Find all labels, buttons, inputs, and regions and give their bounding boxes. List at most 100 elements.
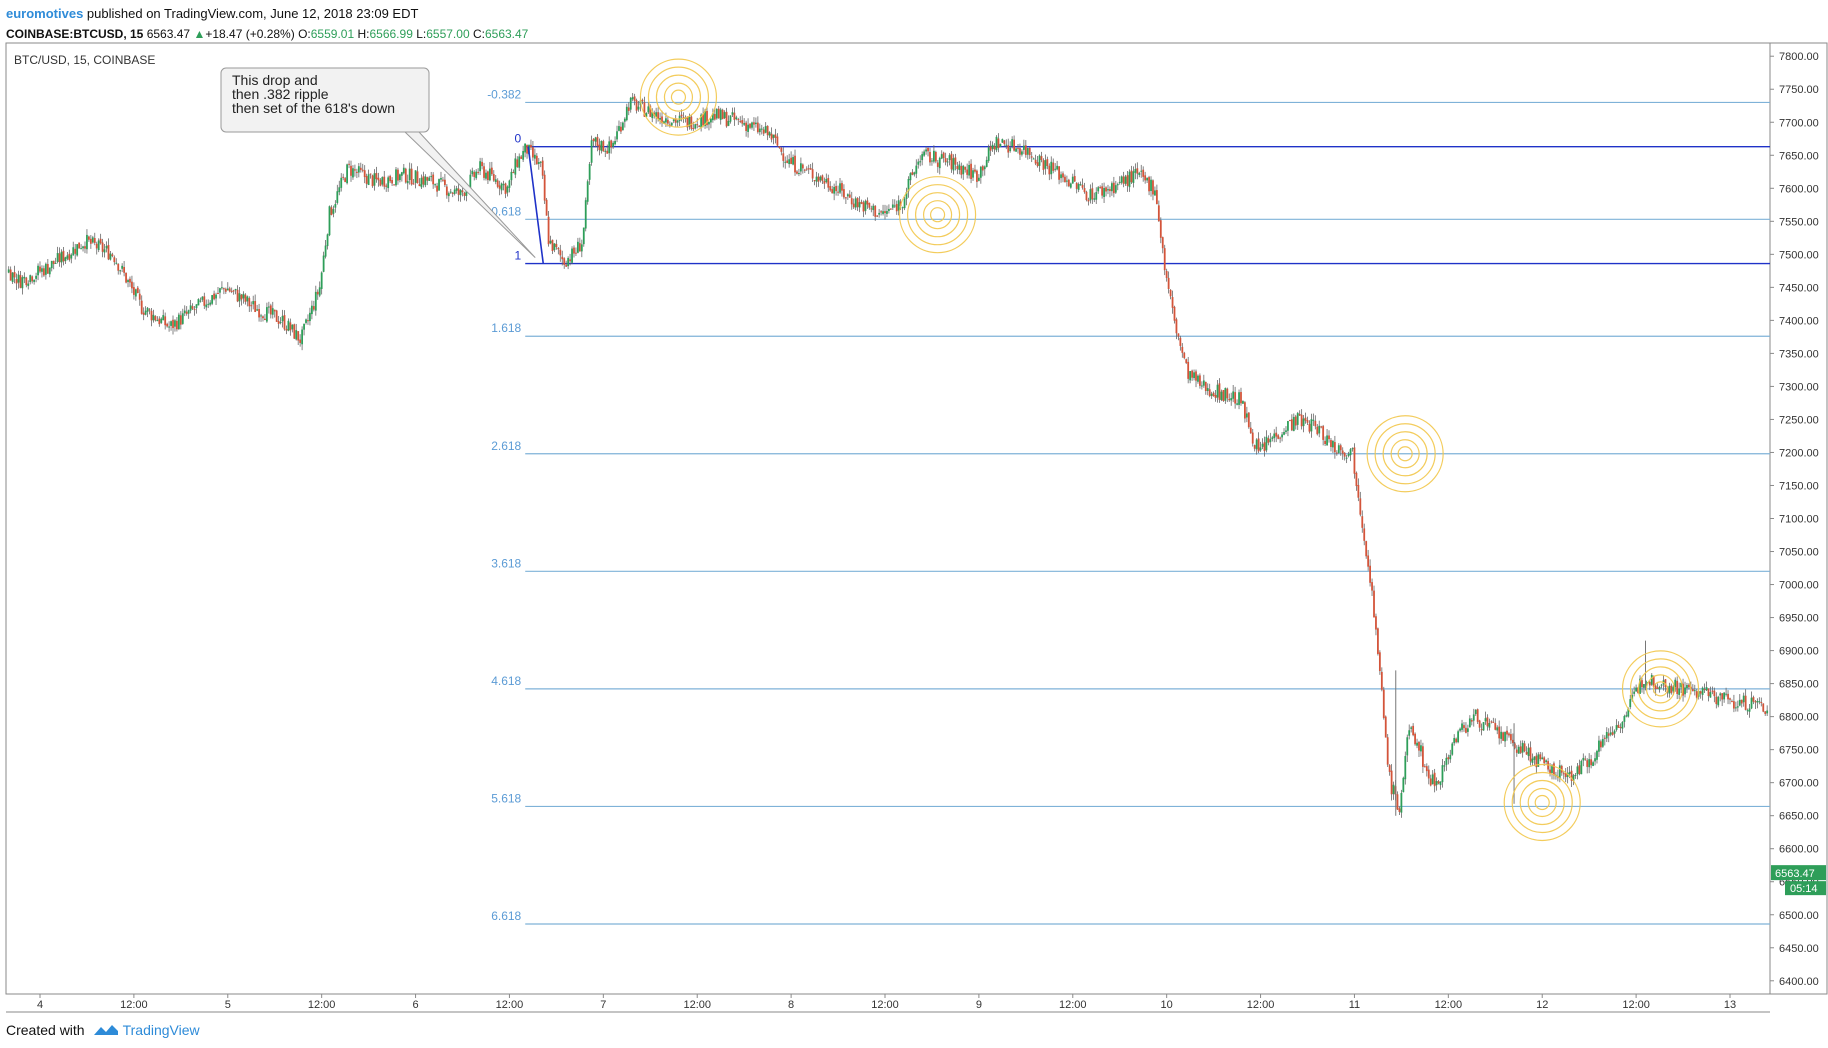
candle-up bbox=[1576, 766, 1579, 775]
candle-down bbox=[1656, 687, 1659, 689]
candle-up bbox=[962, 165, 965, 175]
candle-down bbox=[1523, 743, 1526, 752]
candle-down bbox=[359, 167, 362, 170]
candle-up bbox=[7, 269, 10, 273]
candle-down bbox=[1418, 742, 1420, 751]
candle-up bbox=[553, 243, 556, 251]
candle-up bbox=[1660, 684, 1663, 686]
candle-down bbox=[786, 160, 789, 163]
candle-up bbox=[265, 307, 268, 322]
candle-down bbox=[1169, 289, 1172, 297]
candle-down bbox=[89, 238, 92, 244]
candle-up bbox=[256, 309, 259, 311]
candle-down bbox=[1013, 139, 1015, 151]
candle-up bbox=[608, 141, 611, 154]
candle-up bbox=[1580, 760, 1583, 775]
candle-down bbox=[1112, 182, 1115, 194]
candle-down bbox=[422, 176, 425, 185]
y-tick-label: 6950.00 bbox=[1779, 613, 1819, 625]
x-tick-label: 8 bbox=[788, 999, 794, 1011]
highlight-ring bbox=[1503, 763, 1581, 842]
candle-up bbox=[825, 178, 828, 183]
candle-up bbox=[1200, 385, 1203, 387]
candle-up bbox=[33, 279, 36, 282]
candle-up bbox=[500, 183, 503, 191]
candle-down bbox=[355, 171, 358, 173]
candle-down bbox=[1490, 721, 1493, 723]
candle-up bbox=[1296, 413, 1299, 425]
candle-down bbox=[477, 171, 480, 173]
candle-down bbox=[1519, 746, 1522, 753]
candle-up bbox=[471, 170, 474, 175]
candle-down bbox=[1480, 729, 1483, 731]
candle-up bbox=[60, 251, 63, 263]
candle-down bbox=[801, 164, 804, 169]
publish-info: published on TradingView.com, June 12, 2… bbox=[83, 6, 419, 21]
candle-up bbox=[1400, 792, 1403, 813]
candle-down bbox=[835, 185, 837, 192]
candle-down bbox=[457, 188, 460, 195]
candle-down bbox=[1564, 773, 1567, 778]
candle-down bbox=[1375, 616, 1377, 630]
annotation-box[interactable] bbox=[220, 67, 430, 133]
candle-down bbox=[138, 293, 141, 300]
candle-up bbox=[246, 296, 249, 302]
x-tick-label: 12:00 bbox=[1622, 999, 1650, 1011]
candle-down bbox=[1290, 419, 1293, 431]
candle-up bbox=[1472, 714, 1475, 721]
highlight-ring bbox=[1652, 681, 1669, 697]
candle-down bbox=[1390, 770, 1393, 795]
candle-up bbox=[1672, 686, 1675, 692]
candle-down bbox=[557, 247, 560, 250]
candle-up bbox=[903, 198, 906, 209]
candle-up bbox=[146, 307, 149, 312]
candle-up bbox=[621, 122, 624, 131]
candle-down bbox=[1543, 757, 1546, 764]
candle-up bbox=[1026, 148, 1029, 155]
candle-down bbox=[496, 180, 499, 187]
y-tick-label: 6600.00 bbox=[1779, 844, 1819, 856]
candle-down bbox=[541, 160, 544, 176]
candle-up bbox=[115, 262, 118, 264]
candle-up bbox=[1758, 701, 1761, 703]
candle-up bbox=[387, 177, 390, 189]
candle-up bbox=[1633, 691, 1636, 694]
x-tick-label: 4 bbox=[37, 999, 43, 1011]
candle-down bbox=[1586, 760, 1589, 767]
candle-down bbox=[1159, 220, 1162, 238]
candle-up bbox=[1015, 148, 1017, 152]
candle-up bbox=[878, 212, 881, 215]
tradingview-brand[interactable]: TradingView bbox=[93, 1022, 200, 1038]
candle-down bbox=[512, 172, 515, 174]
candle-up bbox=[719, 109, 722, 120]
candle-up bbox=[1404, 756, 1407, 780]
candle-up bbox=[1032, 158, 1035, 160]
candle-down bbox=[254, 301, 257, 312]
candle-up bbox=[985, 159, 988, 167]
candle-down bbox=[884, 211, 886, 214]
candle-up bbox=[588, 164, 591, 180]
candle-up bbox=[1044, 160, 1047, 169]
candle-up bbox=[977, 177, 980, 181]
candle-down bbox=[312, 306, 315, 310]
author-link[interactable]: euromotives bbox=[6, 6, 84, 21]
candle-up bbox=[434, 184, 437, 186]
candle-down bbox=[217, 293, 219, 295]
candle-down bbox=[1549, 769, 1551, 775]
candle-down bbox=[1341, 450, 1344, 454]
y-tick-label: 7550.00 bbox=[1779, 216, 1819, 228]
candle-down bbox=[796, 171, 798, 174]
candle-down bbox=[643, 102, 646, 117]
candle-down bbox=[316, 291, 319, 295]
candle-up bbox=[242, 293, 245, 299]
candle-up bbox=[346, 164, 348, 184]
candle-down bbox=[436, 185, 438, 192]
candle-down bbox=[43, 268, 45, 276]
candle-up bbox=[1124, 176, 1127, 184]
candle-down bbox=[526, 144, 528, 154]
candle-up bbox=[584, 200, 587, 229]
candle-down bbox=[191, 306, 194, 309]
candle-up bbox=[1613, 730, 1616, 734]
candle-down bbox=[111, 254, 114, 257]
